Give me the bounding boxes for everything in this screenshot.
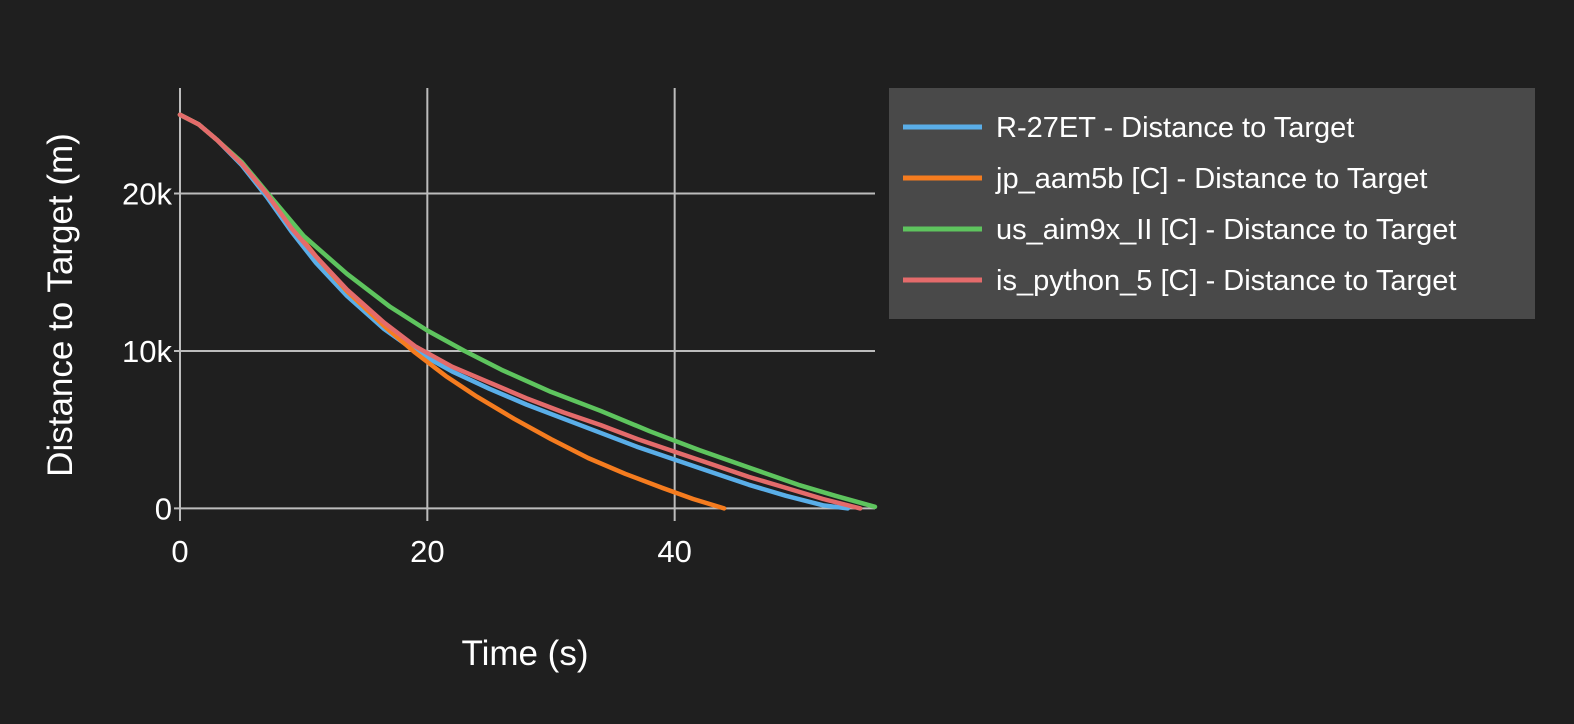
- legend-background: [889, 88, 1535, 319]
- legend: R-27ET - Distance to Target jp_aam5b [C] …: [889, 88, 1535, 319]
- legend-label: us_aim9x_II [C] - Distance to Target: [996, 214, 1456, 246]
- x-tick-label: 40: [657, 534, 691, 569]
- legend-label: is_python_5 [C] - Distance to Target: [996, 265, 1457, 297]
- series-line-1: [177, 112, 851, 511]
- x-axis-title: Time (s): [461, 634, 588, 673]
- y-tick-label: 0: [155, 491, 172, 526]
- series-line-3: [177, 112, 878, 510]
- axis-layer: 0 20 40 0 10k 20k: [122, 176, 692, 569]
- x-tick-label: 20: [410, 534, 444, 569]
- x-tick-label: 0: [171, 534, 188, 569]
- series-line-4: [177, 112, 863, 511]
- legend-label: R-27ET - Distance to Target: [996, 112, 1354, 144]
- y-axis-title: Distance to Target (m): [41, 133, 80, 477]
- series-layer: [177, 112, 878, 511]
- legend-label: jp_aam5b [C] - Distance to Target: [995, 163, 1427, 195]
- grid-layer: [174, 88, 875, 521]
- y-tick-label: 20k: [122, 176, 172, 211]
- y-tick-label: 10k: [122, 334, 172, 369]
